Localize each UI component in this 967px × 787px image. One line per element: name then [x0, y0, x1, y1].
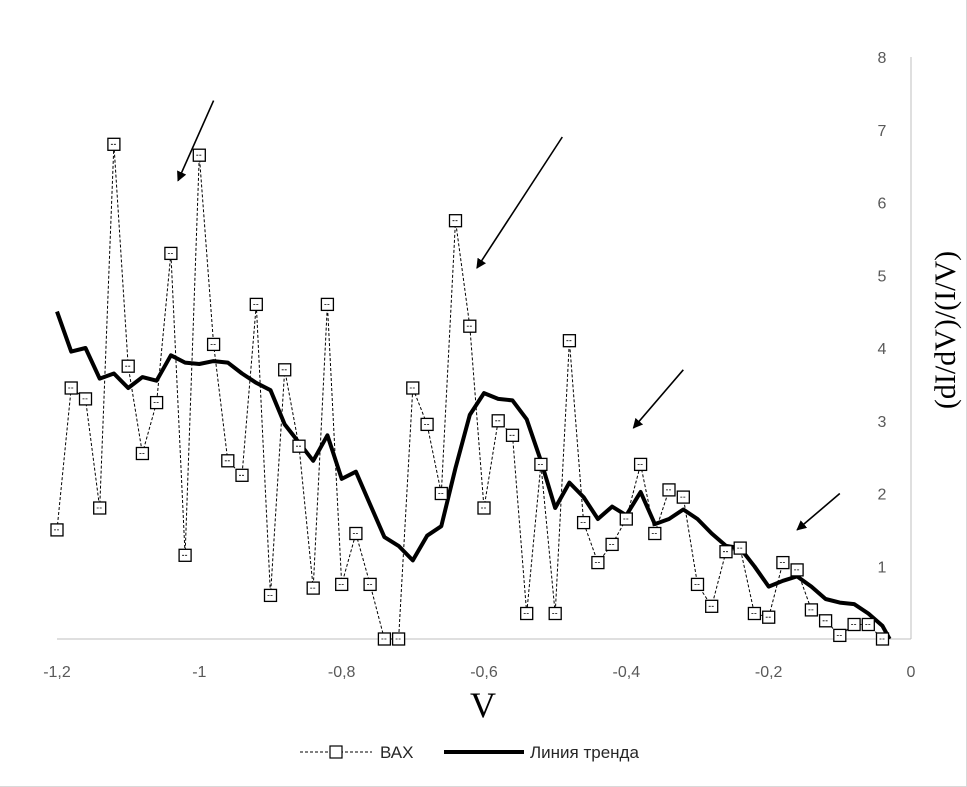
y-tick-label: 2	[878, 487, 887, 504]
axes-layer	[57, 57, 912, 640]
annotation-arrow	[177, 100, 215, 182]
y-tick-labels: 1 2 3 4 5 6 7 8	[878, 50, 887, 576]
annotation-arrow	[632, 369, 684, 429]
legend: ВАХ Линия тренда	[300, 743, 639, 762]
x-tick-labels: -1,2 -1 -0,8 -0,6 -0,4 -0,2 0	[43, 664, 915, 681]
legend-label-bax: ВАХ	[380, 743, 413, 762]
x-tick-label: -0,6	[470, 664, 498, 681]
y-tick-label: 4	[878, 341, 887, 358]
annotation-layer	[177, 100, 841, 531]
y-tick-label: 3	[878, 414, 887, 431]
y-tick-label: 8	[878, 50, 887, 67]
legend-swatch-bax-marker	[329, 745, 343, 759]
y-tick-label: 6	[878, 196, 887, 213]
bax-series-line	[56, 144, 883, 640]
legend-label-trend: Линия тренда	[530, 743, 639, 762]
x-axis-label: V	[470, 685, 496, 725]
annotation-arrow	[476, 136, 563, 269]
x-tick-label: 0	[907, 664, 916, 681]
x-tick-label: -1	[192, 664, 206, 681]
y-tick-label: 1	[878, 559, 887, 576]
series-layer	[50, 137, 892, 646]
legend-item-bax: ВАХ	[300, 743, 413, 762]
x-tick-label: -1,2	[43, 664, 71, 681]
y-tick-label: 7	[878, 123, 887, 140]
annotation-arrow	[796, 492, 841, 531]
x-tick-label: -0,2	[755, 664, 783, 681]
trend-line	[55, 310, 892, 640]
x-tick-label: -0,8	[328, 664, 356, 681]
legend-item-trend: Линия тренда	[444, 743, 639, 762]
y-tick-label: 5	[878, 268, 887, 285]
y-axis-label: (dI/dV)/(I/V)	[929, 251, 962, 409]
x-tick-label: -0,4	[613, 664, 641, 681]
